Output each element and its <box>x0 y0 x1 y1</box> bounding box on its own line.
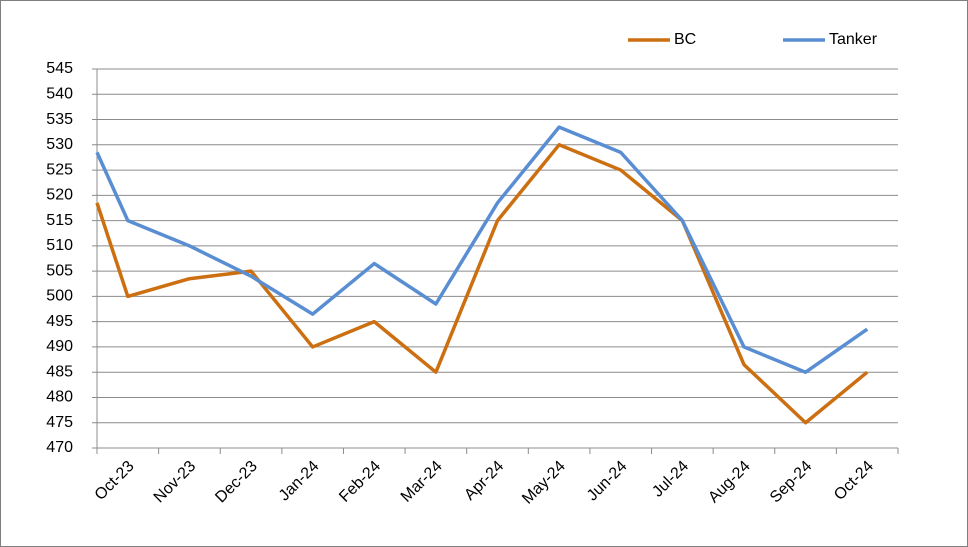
legend-label: BC <box>674 31 696 48</box>
y-tick-label: 500 <box>46 288 73 305</box>
y-tick-label: 530 <box>46 136 73 153</box>
y-tick-label: 485 <box>46 363 73 380</box>
y-tick-label: 515 <box>46 212 73 229</box>
y-tick-label: 520 <box>46 187 73 204</box>
y-tick-label: 470 <box>46 439 73 456</box>
y-tick-label: 525 <box>46 161 73 178</box>
y-tick-label: 540 <box>46 85 73 102</box>
line-series <box>95 125 869 374</box>
legend-label: Tanker <box>829 31 878 48</box>
y-tick-label: 545 <box>46 60 73 77</box>
line-series <box>95 143 869 425</box>
y-tick-label: 495 <box>46 313 73 330</box>
y-tick-label: 490 <box>46 338 73 355</box>
y-tick-label: 510 <box>46 237 73 254</box>
y-tick-label: 475 <box>46 414 73 431</box>
y-tick-label: 480 <box>46 389 73 406</box>
y-tick-label: 505 <box>46 262 73 279</box>
y-tick-label: 535 <box>46 111 73 128</box>
